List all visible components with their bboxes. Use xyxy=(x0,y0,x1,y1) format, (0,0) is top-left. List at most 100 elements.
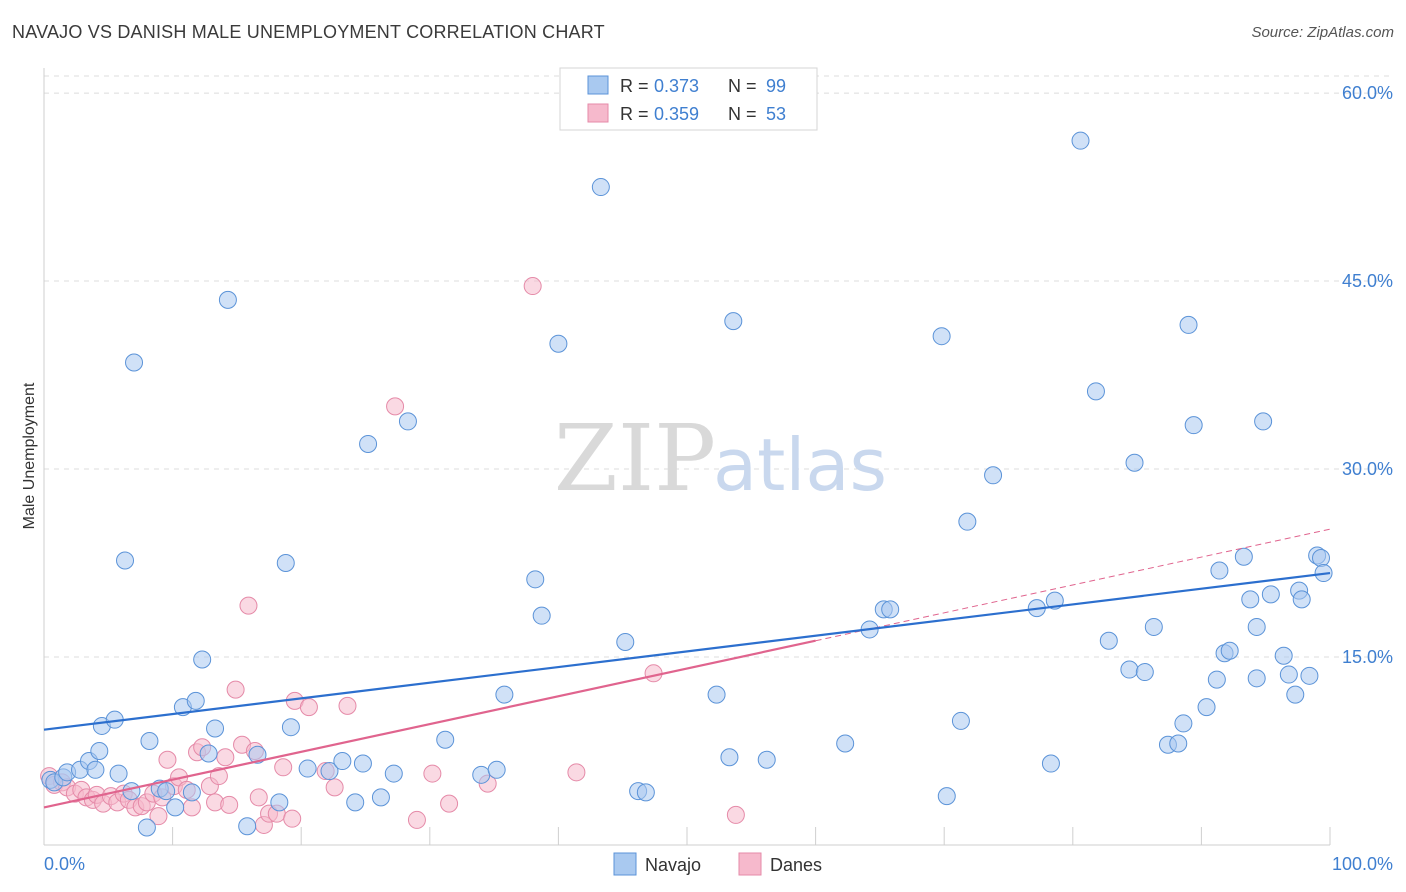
y-axis-label: Male Unemployment xyxy=(21,382,38,529)
navajo-point xyxy=(1234,547,1253,566)
navajo-point xyxy=(140,731,159,750)
danes-point xyxy=(158,750,177,769)
watermark-zip: ZIP xyxy=(554,405,716,512)
navajo-point xyxy=(1274,646,1293,665)
danes-point xyxy=(249,788,268,807)
legend-n-label-danes: N = xyxy=(728,104,757,124)
legend-r-label-danes: R = xyxy=(620,104,649,124)
navajo-point xyxy=(193,650,212,669)
navajo-point xyxy=(270,793,289,812)
bottom-legend-navajo: Navajo xyxy=(645,855,701,875)
legend-n-value-danes: 53 xyxy=(766,104,786,124)
navajo-point xyxy=(298,759,317,778)
danes-point xyxy=(149,807,168,826)
danes-point xyxy=(423,764,442,783)
navajo-point xyxy=(495,685,514,704)
navajo-point xyxy=(1099,631,1118,650)
navajo-point xyxy=(1071,131,1090,150)
navajo-point xyxy=(881,600,900,619)
navajo-point xyxy=(937,787,956,806)
danes-point xyxy=(274,758,293,777)
danes-point xyxy=(239,596,258,615)
bottom-legend-danes: Danes xyxy=(770,855,822,875)
navajo-point xyxy=(1041,754,1060,773)
navajo-point xyxy=(1207,670,1226,689)
navajo-point xyxy=(166,798,185,817)
navajo-point xyxy=(591,178,610,197)
navajo-point xyxy=(1247,617,1266,636)
navajo-point xyxy=(1220,641,1239,660)
danes-point xyxy=(216,748,235,767)
danes-point xyxy=(644,664,663,683)
navajo-point xyxy=(1247,669,1266,688)
navajo-point xyxy=(526,570,545,589)
y-tick-label: 45.0% xyxy=(1342,271,1393,291)
navajo-point xyxy=(182,783,201,802)
navajo-point xyxy=(86,760,105,779)
navajo-point xyxy=(199,744,218,763)
navajo-point xyxy=(218,290,237,309)
legend-r-value-navajo: 0.373 xyxy=(654,76,699,96)
navajo-point xyxy=(757,750,776,769)
navajo-point xyxy=(122,782,141,801)
watermark-atlas: atlas xyxy=(713,423,887,507)
navajo-point xyxy=(384,764,403,783)
navajo-point xyxy=(958,512,977,531)
danes-point xyxy=(182,798,201,817)
navajo-point xyxy=(1135,663,1154,682)
navajo-point xyxy=(371,788,390,807)
navajo-point xyxy=(436,730,455,749)
navajo-trend-line xyxy=(43,571,1331,731)
navajo-point xyxy=(1279,665,1298,684)
navajo-point xyxy=(724,312,743,331)
navajo-point xyxy=(932,327,951,346)
bottom-legend: Navajo Danes xyxy=(613,852,822,876)
axes xyxy=(43,68,1331,846)
navajo-point xyxy=(90,742,109,761)
danes-point xyxy=(209,767,228,786)
navajo-point xyxy=(472,765,491,784)
legend-n-label-navajo: N = xyxy=(728,76,757,96)
navajo-point xyxy=(1144,617,1163,636)
navajo-point xyxy=(636,783,655,802)
danes-point xyxy=(338,696,357,715)
legend-swatch-danes xyxy=(587,103,609,123)
navajo-point xyxy=(1169,734,1188,753)
navajo-point xyxy=(359,434,378,453)
navajo-point xyxy=(281,718,300,737)
danes-point xyxy=(226,680,245,699)
chart-source: Source: ZipAtlas.com xyxy=(1251,24,1394,41)
legend-swatch-navajo xyxy=(587,75,609,95)
legend-r-value-danes: 0.359 xyxy=(654,104,699,124)
navajo-point xyxy=(720,748,739,767)
navajo-point xyxy=(157,782,176,801)
danes-point xyxy=(299,698,318,717)
navajo-point xyxy=(1311,549,1330,568)
x-tick-label-min: 0.0% xyxy=(44,854,85,874)
danes-point xyxy=(567,763,586,782)
navajo-point xyxy=(1125,453,1144,472)
navajo-point xyxy=(353,754,372,773)
navajo-point xyxy=(398,412,417,431)
legend-r-label-navajo: R = xyxy=(620,76,649,96)
navajo-point xyxy=(248,745,267,764)
danes-point xyxy=(440,794,459,813)
navajo-point xyxy=(1261,585,1280,604)
navajo-point xyxy=(137,818,156,837)
navajo-point xyxy=(1086,382,1105,401)
navajo-point xyxy=(1254,412,1273,431)
navajo-point xyxy=(1286,685,1305,704)
x-tick-label-max: 100.0% xyxy=(1332,854,1393,874)
x-tick-labels: 0.0% 100.0% xyxy=(44,854,1393,874)
navajo-point xyxy=(1120,660,1139,679)
navajo-point xyxy=(616,632,635,651)
navajo-point xyxy=(333,752,352,771)
navajo-point xyxy=(206,719,225,738)
y-tick-labels: 15.0% 30.0% 45.0% 60.0% xyxy=(1342,83,1393,667)
navajo-point xyxy=(984,466,1003,485)
legend-n-value-navajo: 99 xyxy=(766,76,786,96)
y-tick-label: 60.0% xyxy=(1342,83,1393,103)
chart-title: NAVAJO VS DANISH MALE UNEMPLOYMENT CORRE… xyxy=(12,22,605,42)
danes-point xyxy=(220,795,239,814)
